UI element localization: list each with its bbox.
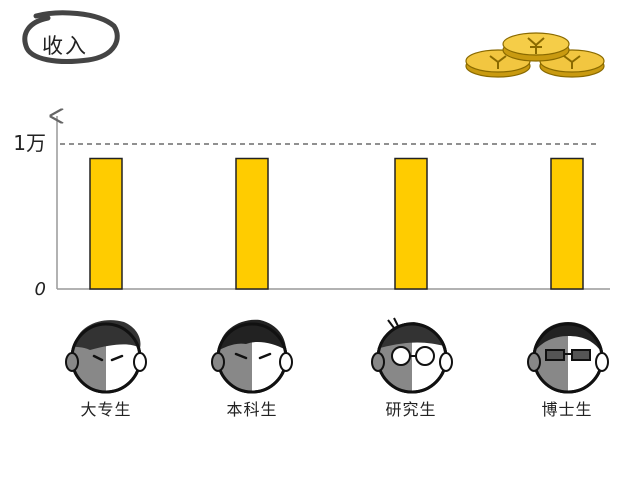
bar-研究生 — [394, 157, 428, 290]
y-tick-label: 1万 — [13, 131, 46, 155]
student-face-icon — [65, 320, 147, 394]
y-tick-label: 0 — [35, 279, 46, 300]
category-label: 本科生 — [226, 400, 278, 419]
bar-博士生 — [550, 157, 584, 290]
chart-title-frame: 收入 — [18, 8, 122, 66]
bar-本科生 — [235, 157, 269, 290]
student-face-with-round-glasses-icon — [371, 317, 453, 394]
category-label: 研究生 — [385, 400, 437, 419]
chart-title: 收入 — [42, 34, 88, 58]
income-bar-chart: 0 1万 — [13, 100, 610, 300]
bar-大专生 — [89, 157, 123, 290]
category-label: 博士生 — [541, 400, 593, 419]
student-face-icon — [211, 319, 293, 394]
hand-drawn-circle-icon — [22, 10, 120, 64]
category-label: 大专生 — [80, 400, 132, 419]
gold-coin-stack-icon — [465, 32, 605, 78]
student-face-with-sunglasses-icon — [527, 322, 609, 394]
